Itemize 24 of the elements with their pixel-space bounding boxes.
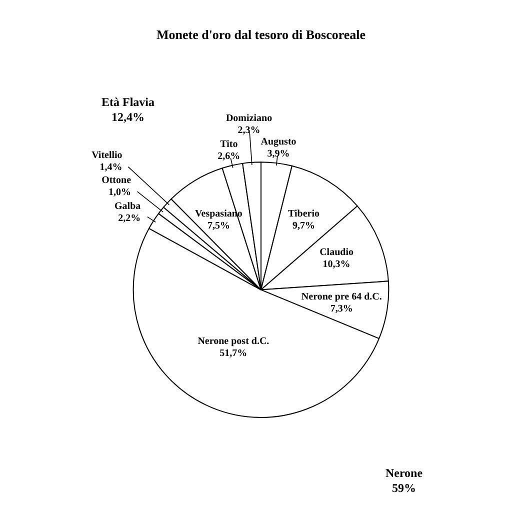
chart-title: Monete d'oro dal tesoro di Boscoreale (156, 27, 366, 42)
slice-label: Tiberio (288, 208, 320, 220)
slice-label: Nerone pre 64 d.C. (301, 292, 382, 303)
data-label: 2,6% (218, 151, 240, 162)
data-label: 3,9% (267, 148, 290, 160)
slice-label: Nerone post d.C. (198, 336, 270, 347)
data-label: 1,4% (100, 162, 122, 173)
data-label: 2,3% (238, 124, 260, 136)
slice-label: Tito (220, 139, 238, 150)
data-label: 10,3% (322, 259, 350, 270)
slice-label: Claudio (320, 247, 354, 258)
data-label: 1,0% (108, 187, 132, 198)
data-label: 51,7% (220, 348, 248, 359)
slice-label: Domiziano (226, 112, 272, 124)
data-label: 9,7% (292, 220, 315, 232)
slice-label: Ottone (102, 175, 132, 186)
slice-label: Augusto (260, 136, 296, 148)
slice-label: Galba (114, 201, 141, 212)
data-label: 7,3% (330, 304, 353, 315)
slice-label: Vitellio (92, 150, 122, 161)
data-label: 2,2% (118, 213, 141, 224)
data-label: 7,5% (207, 220, 230, 232)
text: Nerone 59% (385, 466, 424, 496)
text: Età Flavia 12,4% (102, 95, 154, 124)
